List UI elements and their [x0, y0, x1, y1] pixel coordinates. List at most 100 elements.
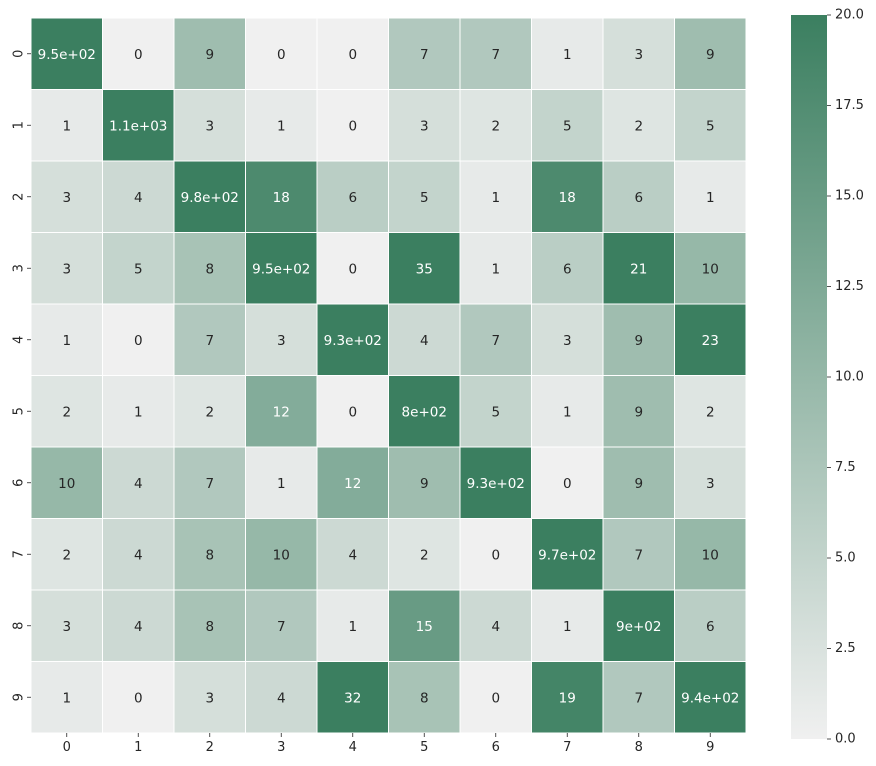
cell-annotation: 4: [134, 619, 143, 635]
cell-annotation: 4: [277, 690, 286, 706]
cell-annotation: 0: [348, 118, 357, 134]
cell-annotation: 3: [420, 118, 429, 134]
cell-annotation: 8: [205, 547, 214, 563]
cell-annotation: 3: [62, 261, 71, 277]
cell-annotation: 0: [348, 404, 357, 420]
cell-annotation: 1: [277, 476, 286, 492]
heatmap-cell: [459, 89, 532, 162]
heatmap-cell: [531, 89, 604, 162]
heatmap-cell: [531, 232, 604, 305]
cell-annotation: 5: [491, 404, 500, 420]
cell-annotation: 1: [563, 619, 572, 635]
heatmap-cell: [173, 375, 246, 448]
heatmap-cell: [388, 303, 461, 376]
cell-annotation: 1: [62, 690, 71, 706]
cell-annotation: 12: [344, 476, 361, 492]
cell-annotation: 10: [702, 547, 719, 563]
cell-annotation: 2: [62, 404, 71, 420]
heatmap-cell: [30, 375, 103, 448]
cell-annotation: 5: [563, 118, 572, 134]
heatmap-cell: [316, 232, 389, 305]
heatmap-cell: [531, 17, 604, 90]
heatmap-cell: [173, 160, 246, 233]
heatmap-cell: [388, 89, 461, 162]
cell-annotation: 7: [205, 476, 214, 492]
colorbar-tick-label: 7.5: [835, 460, 856, 475]
cell-annotation: 7: [491, 47, 500, 63]
heatmap-cell: [674, 160, 747, 233]
cell-annotation: 0: [491, 690, 500, 706]
heatmap-cell: [388, 518, 461, 591]
cell-annotation: 5: [420, 190, 429, 206]
cell-annotation: 9.3e+02: [324, 333, 382, 349]
x-tick-label: 9: [706, 740, 714, 755]
heatmap-cell: [30, 160, 103, 233]
heatmap-cell: [602, 160, 675, 233]
heatmap-cell: [388, 661, 461, 734]
heatmap-cell: [602, 661, 675, 734]
cell-annotation: 8: [420, 690, 429, 706]
cell-annotation: 7: [634, 547, 643, 563]
cell-annotation: 8: [205, 261, 214, 277]
heatmap-cell: [102, 17, 175, 90]
cell-annotation: 3: [706, 476, 715, 492]
heatmap-cell: [531, 661, 604, 734]
heatmap-cell: [102, 518, 175, 591]
heatmap-cell: [674, 518, 747, 591]
cell-annotation: 5: [134, 261, 143, 277]
colorbar-tick-label: 5.0: [835, 551, 856, 566]
cell-annotation: 6: [634, 190, 643, 206]
cell-annotation: 2: [491, 118, 500, 134]
x-tick-label: 5: [420, 740, 428, 755]
cell-annotation: 2: [420, 547, 429, 563]
heatmap-cell: [602, 303, 675, 376]
heatmap-cell: [602, 89, 675, 162]
heatmap-cell: [245, 589, 318, 662]
cell-annotation: 10: [58, 476, 75, 492]
cell-annotation: 1: [491, 190, 500, 206]
heatmap-cell: [102, 89, 175, 162]
cell-annotation: 0: [134, 690, 143, 706]
heatmap-cell: [531, 160, 604, 233]
colorbar-tick-label: 0.0: [835, 732, 856, 747]
heatmap-cell: [674, 17, 747, 90]
cell-annotation: 4: [491, 619, 500, 635]
cell-annotation: 4: [348, 547, 357, 563]
y-tick-label: 9: [12, 693, 27, 701]
x-axis-ticks: 0 1 2 3 4 5 6 7 8 9: [63, 733, 714, 755]
cell-annotation: 1: [348, 619, 357, 635]
heatmap-cells: 9.5e+02 0 9 0 0 7 7 1 3 91 1.1e+03 3 1 0 3 2 5 2 53 4 9.8e+0…: [30, 17, 747, 734]
heatmap-cell: [245, 89, 318, 162]
heatmap-cell: [173, 17, 246, 90]
heatmap-cell: [674, 589, 747, 662]
cell-annotation: 9e+02: [616, 619, 661, 635]
heatmap-cell: [30, 446, 103, 519]
cell-annotation: 9.5e+02: [252, 261, 310, 277]
cell-annotation: 7: [420, 47, 429, 63]
heatmap-cell: [102, 661, 175, 734]
cell-annotation: 0: [134, 333, 143, 349]
heatmap-cell: [674, 303, 747, 376]
heatmap-cell: [316, 303, 389, 376]
cell-annotation: 3: [205, 690, 214, 706]
x-tick-label: 2: [206, 740, 214, 755]
cell-annotation: 12: [273, 404, 290, 420]
heatmap-cell: [30, 17, 103, 90]
colorbar-tick-label: 15.0: [835, 189, 864, 204]
x-tick-label: 0: [63, 740, 71, 755]
heatmap-cell: [245, 518, 318, 591]
colorbar-tick-label: 20.0: [835, 8, 864, 23]
cell-annotation: 3: [563, 333, 572, 349]
colorbar-tick-label: 12.5: [835, 279, 864, 294]
cell-annotation: 1: [277, 118, 286, 134]
heatmap-cell: [316, 518, 389, 591]
cell-annotation: 6: [348, 190, 357, 206]
cell-annotation: 18: [559, 190, 576, 206]
heatmap-cell: [173, 303, 246, 376]
cell-annotation: 7: [205, 333, 214, 349]
heatmap-cell: [316, 661, 389, 734]
cell-annotation: 3: [62, 619, 71, 635]
cell-annotation: 9.8e+02: [181, 190, 239, 206]
cell-annotation: 9: [634, 404, 643, 420]
cell-annotation: 9: [205, 47, 214, 63]
